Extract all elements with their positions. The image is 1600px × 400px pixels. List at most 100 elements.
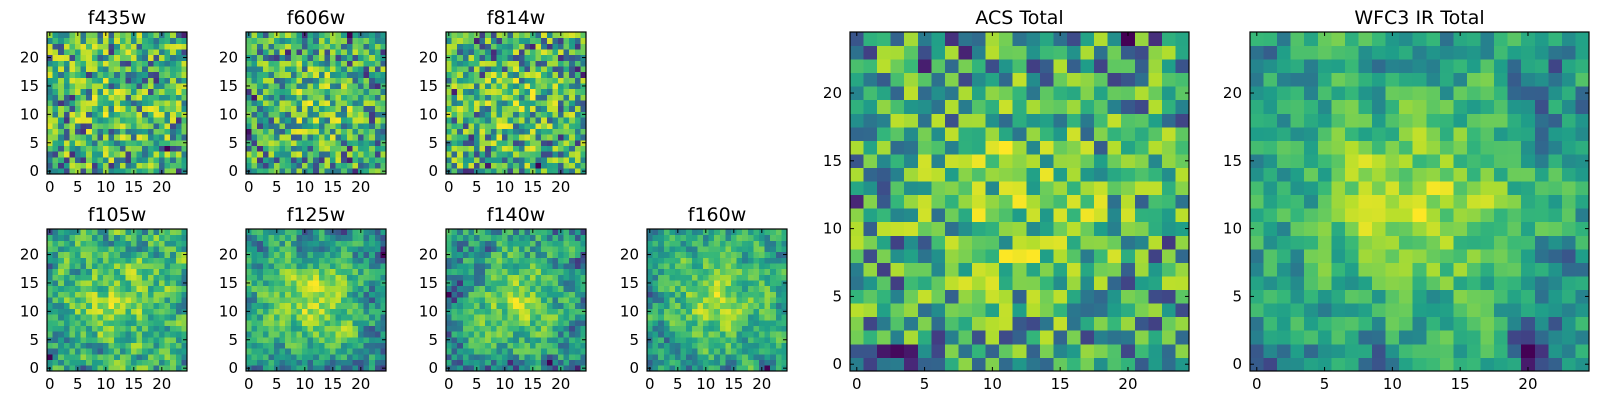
heatmap-cell	[52, 111, 59, 118]
heatmap-cell	[535, 325, 542, 332]
heatmap-cell	[97, 60, 104, 67]
heatmap-cell	[358, 353, 364, 361]
heatmap-cell	[352, 71, 359, 78]
heatmap-cell	[490, 54, 497, 61]
heatmap-cell	[468, 32, 475, 39]
heatmap-cell	[524, 348, 531, 355]
heatmap-cell	[324, 151, 331, 158]
heatmap-cell	[446, 145, 452, 152]
heatmap-cell	[313, 353, 320, 361]
heatmap-cell	[535, 100, 542, 107]
heatmap-cell	[296, 240, 303, 247]
heatmap-cell	[246, 37, 252, 44]
heatmap-cell	[708, 353, 715, 361]
heatmap-cell	[181, 325, 188, 332]
heatmap-cell	[518, 88, 525, 95]
heatmap-cell	[175, 251, 182, 258]
heatmap-cell	[731, 285, 737, 292]
heatmap-cell	[69, 240, 76, 247]
heatmap-cell	[341, 54, 348, 61]
heatmap-cell	[153, 77, 160, 84]
heatmap-cell	[159, 134, 165, 141]
heatmap-cell	[719, 353, 726, 361]
heatmap-cell	[91, 117, 98, 124]
heatmap-cell	[302, 134, 308, 141]
heatmap-cell	[330, 162, 336, 169]
heatmap-cell	[770, 353, 777, 361]
heatmap-cell	[369, 122, 376, 129]
heatmap-cell	[457, 308, 464, 315]
heatmap-cell	[530, 83, 536, 90]
heatmap-cell	[80, 268, 87, 275]
heatmap-cell	[680, 359, 687, 366]
heatmap-cell	[580, 145, 587, 152]
x-tick-label: 20	[351, 178, 370, 196]
heatmap-cell	[369, 145, 376, 152]
heatmap-cell	[80, 105, 87, 112]
heatmap-cell	[262, 365, 269, 372]
heatmap-cell	[285, 240, 292, 247]
heatmap-cell	[479, 66, 486, 73]
heatmap-cell	[69, 77, 76, 84]
heatmap-cell	[86, 88, 93, 95]
heatmap-cell	[142, 156, 149, 164]
heatmap-cell	[736, 297, 743, 304]
heatmap-cell	[725, 359, 732, 366]
heatmap-cell	[97, 268, 104, 275]
heatmap-cell	[513, 139, 520, 146]
heatmap-cell	[136, 168, 143, 175]
heatmap-cell	[552, 274, 559, 281]
heatmap-cell	[468, 100, 475, 107]
heatmap-cell	[877, 357, 892, 372]
heatmap-cell	[1080, 357, 1095, 372]
heatmap-cell	[159, 274, 165, 281]
heatmap-cell	[1026, 316, 1041, 331]
heatmap-cell	[91, 257, 98, 264]
heatmap-cell	[369, 291, 376, 298]
heatmap-cell	[468, 111, 475, 118]
heatmap-cell	[972, 167, 986, 182]
heatmap-cell	[552, 291, 559, 298]
heatmap-cell	[380, 342, 387, 349]
heatmap-cell	[552, 257, 559, 264]
heatmap-cell	[753, 325, 760, 332]
heatmap-cell	[369, 105, 376, 112]
heatmap-cell	[136, 54, 143, 61]
heatmap-cell	[479, 229, 486, 236]
heatmap-cell	[764, 280, 771, 287]
heatmap-cell	[580, 342, 587, 349]
heatmap-cell	[1053, 221, 1068, 236]
heatmap-cell	[58, 263, 65, 270]
heatmap-cell	[708, 280, 715, 287]
heatmap-cell	[747, 314, 754, 321]
heatmap-cell	[546, 246, 553, 253]
heatmap-cell	[1175, 343, 1190, 358]
y-tick-label: 15	[219, 77, 238, 95]
heatmap-cell	[86, 162, 93, 169]
heatmap-cell	[313, 128, 320, 135]
heatmap-cell	[91, 325, 98, 332]
heatmap-cell	[262, 229, 269, 236]
heatmap-cell	[574, 168, 581, 175]
heatmap-cell	[313, 83, 320, 90]
heatmap-cell	[97, 246, 104, 253]
heatmap-cell	[268, 353, 275, 361]
heatmap-cell	[279, 314, 286, 321]
heatmap-cell	[52, 240, 59, 247]
heatmap-cell	[513, 297, 520, 304]
heatmap-cell	[770, 297, 777, 304]
heatmap-cell	[1053, 357, 1068, 372]
heatmap-cell	[518, 94, 525, 101]
heatmap-cell	[541, 32, 548, 39]
heatmap-cell	[114, 128, 121, 135]
heatmap-cell	[502, 37, 508, 44]
heatmap-cell	[686, 353, 693, 361]
heatmap-cell	[863, 167, 878, 182]
heatmap-cell	[446, 353, 452, 361]
heatmap-cell	[530, 111, 536, 118]
heatmap-cell	[485, 342, 492, 349]
heatmap-cell	[569, 88, 576, 95]
heatmap-cell	[985, 276, 1000, 291]
heatmap-cell	[352, 359, 359, 366]
